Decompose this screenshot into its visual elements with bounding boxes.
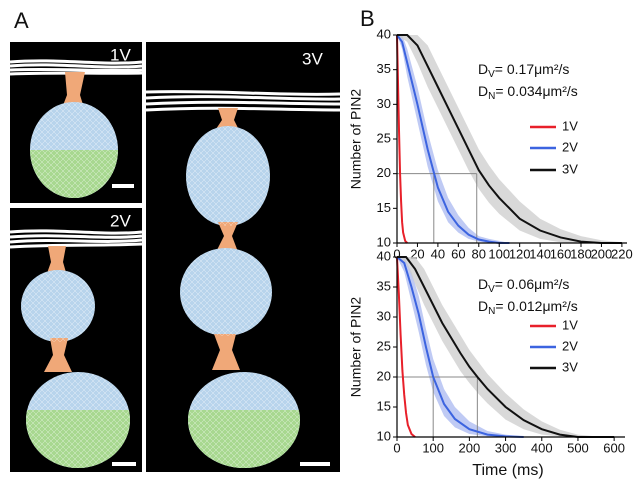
y-tick-label: 40 <box>377 248 391 263</box>
y-tick-label: 15 <box>377 200 391 215</box>
image-1v: 1V <box>9 42 143 203</box>
x-tick-label: 100 <box>488 246 510 261</box>
panel-label: B <box>360 6 375 31</box>
data-line <box>396 256 416 438</box>
y-tick-label: 20 <box>377 165 391 180</box>
legend-label: 1V <box>562 118 578 133</box>
x-tick-label: 120 <box>509 246 531 261</box>
x-tick-label: 300 <box>495 440 517 455</box>
annotation-part: D <box>478 298 488 314</box>
y-tick-label: 10 <box>377 234 391 249</box>
image-label: 3V <box>302 49 323 68</box>
y-tick-label: 10 <box>377 428 391 443</box>
x-tick-label: 0 <box>393 246 400 261</box>
data-line <box>396 34 510 244</box>
x-tick-label: 400 <box>531 440 553 455</box>
y-tick-label: 25 <box>377 130 391 145</box>
legend-label: 2V <box>562 139 578 154</box>
annotation-part: = 0.06μm²/s <box>495 276 570 292</box>
x-tick-label: 0 <box>393 440 400 455</box>
annotation: DN= 0.034μm²/s <box>478 83 578 102</box>
annotation-part: D <box>478 276 488 292</box>
annotation: DV= 0.06μm²/s <box>478 276 569 295</box>
x-tick-label: 40 <box>431 246 445 261</box>
y-tick-label: 25 <box>377 338 391 353</box>
annotation: DV= 0.17μm²/s <box>478 61 569 80</box>
image-2v: 2V <box>9 208 143 472</box>
x-tick-label: 180 <box>570 246 592 261</box>
x-tick-label: 220 <box>611 246 633 261</box>
image-3v: 3V <box>145 42 341 472</box>
x-tick-label: 200 <box>459 440 481 455</box>
data-line <box>397 256 615 438</box>
legend-label: 3V <box>562 161 578 176</box>
x-tick-label: 140 <box>529 246 551 261</box>
annotation-part: V <box>488 69 495 80</box>
y-tick-label: 40 <box>377 26 391 41</box>
image-label: 1V <box>110 45 131 64</box>
y-tick-label: 30 <box>377 308 391 323</box>
x-tick-label: 60 <box>451 246 465 261</box>
y-axis-label: Number of PIN2 <box>348 297 364 398</box>
legend-label: 2V <box>562 338 578 353</box>
x-tick-label: 160 <box>550 246 572 261</box>
legend-label: 3V <box>562 359 578 374</box>
y-tick-label: 20 <box>377 368 391 383</box>
x-tick-label: 500 <box>567 440 589 455</box>
annotation-part: = 0.012μm²/s <box>495 298 577 314</box>
data-line <box>396 34 408 244</box>
confidence-band <box>397 35 510 243</box>
x-axis-label: Time (ms) <box>472 462 543 479</box>
annotation-part: V <box>488 284 495 295</box>
y-tick-label: 35 <box>377 278 391 293</box>
annotation-part: N <box>488 91 495 102</box>
annotation-part: = 0.17μm²/s <box>495 61 570 77</box>
data-line <box>397 34 622 244</box>
x-tick-label: 80 <box>472 246 486 261</box>
confidence-band <box>397 257 524 437</box>
annotation-part: D <box>478 83 488 99</box>
y-tick-label: 15 <box>377 398 391 413</box>
legend-label: 1V <box>562 317 578 332</box>
x-tick-label: 200 <box>591 246 613 261</box>
panel-label: A <box>14 8 29 33</box>
data-line <box>396 256 524 438</box>
annotation-part: N <box>488 306 495 317</box>
annotation-part: = 0.034μm²/s <box>495 83 577 99</box>
x-tick-label: 100 <box>422 440 444 455</box>
image-label: 2V <box>110 211 131 230</box>
annotation: DN= 0.012μm²/s <box>478 298 578 317</box>
y-tick-label: 30 <box>377 96 391 111</box>
y-axis-label: Number of PIN2 <box>348 89 364 190</box>
x-tick-label: 600 <box>603 440 625 455</box>
y-tick-label: 35 <box>377 61 391 76</box>
confidence-band <box>397 35 622 243</box>
annotation-part: D <box>478 61 488 77</box>
